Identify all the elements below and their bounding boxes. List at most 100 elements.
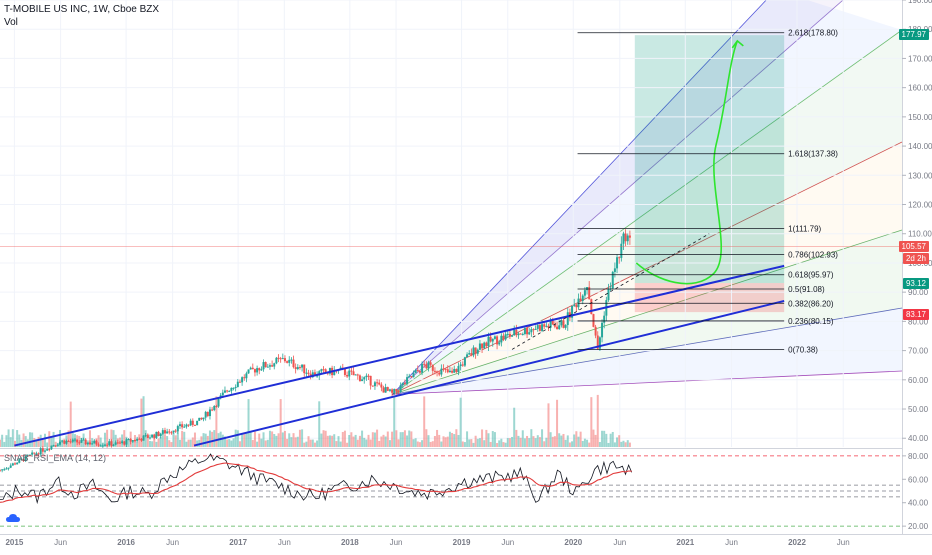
candle-body — [442, 368, 445, 370]
candle-body — [26, 455, 29, 457]
volume-bar — [391, 431, 394, 447]
candle-body — [279, 358, 282, 360]
volume-bar — [211, 431, 214, 447]
candle-body — [283, 358, 286, 362]
volume-bar — [296, 436, 299, 447]
candle-body — [333, 370, 336, 376]
candle-body — [556, 326, 559, 330]
volume-bar — [283, 430, 286, 447]
candle-body — [515, 330, 518, 336]
volume-bar — [506, 437, 509, 447]
y-tick-label: 90.00 — [908, 288, 929, 297]
candle-body — [16, 462, 19, 465]
volume-bar — [551, 436, 554, 447]
candle-body — [298, 367, 301, 369]
volume-bar — [382, 434, 385, 447]
x-tick-label: 2018 — [341, 538, 359, 547]
volume-bar — [511, 436, 514, 447]
candle-body — [84, 439, 87, 445]
candle-body — [260, 369, 263, 371]
candle-body — [489, 336, 492, 342]
candle-body — [202, 417, 205, 420]
candle-body — [108, 441, 111, 446]
volume-bar — [545, 437, 548, 447]
candle-body — [198, 417, 201, 421]
volume-bar — [403, 430, 406, 447]
fan-line — [392, 0, 844, 395]
volume-bar — [99, 437, 102, 447]
candle-body — [101, 445, 104, 447]
x-tick-label: Jun — [613, 538, 626, 547]
candle-body — [618, 257, 621, 259]
candle-body — [142, 435, 145, 441]
volume-bar — [221, 434, 224, 447]
fan-zone — [392, 0, 902, 395]
volume-bar — [266, 439, 269, 447]
fan-line — [392, 0, 767, 395]
candle-body — [7, 467, 10, 469]
volume-bar — [258, 433, 261, 447]
candle-body — [125, 439, 128, 445]
candle-body — [513, 330, 516, 336]
candle-body — [487, 336, 490, 347]
price-tag-stop: 83.17 — [902, 309, 929, 320]
candle-body — [598, 337, 601, 349]
volume-bar — [508, 438, 511, 447]
candle-body — [523, 328, 526, 334]
channel-line — [193, 299, 785, 447]
candle-body — [466, 354, 469, 358]
candle-body — [511, 335, 514, 337]
candle-body — [472, 347, 475, 356]
volume-bar — [393, 395, 396, 447]
candle-body — [245, 373, 248, 379]
volume-bar — [448, 431, 451, 447]
volume-bar — [528, 438, 531, 447]
candle-body — [256, 368, 259, 373]
volume-bar — [429, 441, 432, 447]
volume-bar — [603, 430, 606, 447]
volume-bar — [183, 431, 186, 447]
volume-bar — [341, 431, 344, 447]
fan-line — [392, 229, 903, 395]
candle-body — [350, 370, 353, 372]
candle-body — [9, 465, 12, 468]
volume-bar — [408, 430, 411, 447]
candle-body — [262, 362, 265, 370]
candle-body — [97, 444, 100, 446]
volume-bar — [367, 434, 370, 447]
volume-bar — [476, 438, 479, 447]
fan-line — [392, 370, 903, 395]
candle-body — [478, 343, 481, 350]
volume-bar — [455, 429, 458, 447]
candle-body — [416, 369, 419, 371]
volume-bar — [624, 442, 627, 447]
candle-body — [391, 389, 394, 393]
volume-bar — [138, 434, 141, 447]
volume-bar — [249, 431, 252, 447]
volume-bar — [9, 437, 12, 447]
volume-bar — [262, 432, 265, 447]
candle-body — [508, 333, 511, 337]
candle-body — [393, 388, 396, 393]
fib-label: 2.618(178.80) — [788, 29, 838, 38]
volume-bar — [88, 430, 91, 447]
candle-body — [549, 320, 552, 328]
candle-body — [596, 335, 599, 349]
candle-body — [421, 363, 424, 373]
volume-bar — [166, 436, 169, 447]
candle-body — [613, 268, 616, 272]
volume-bar — [605, 433, 608, 447]
volume-bar — [151, 441, 154, 447]
volume-bar — [18, 434, 21, 447]
volume-bar — [170, 442, 173, 447]
volume-bar — [444, 437, 447, 447]
candle-body — [378, 382, 381, 385]
volume-bar — [607, 442, 610, 447]
candle-body — [504, 334, 507, 340]
candle-body — [204, 411, 207, 418]
candle-body — [558, 325, 561, 330]
candle-body — [129, 439, 132, 442]
candle-body — [493, 336, 496, 339]
volume-bar — [628, 442, 631, 447]
